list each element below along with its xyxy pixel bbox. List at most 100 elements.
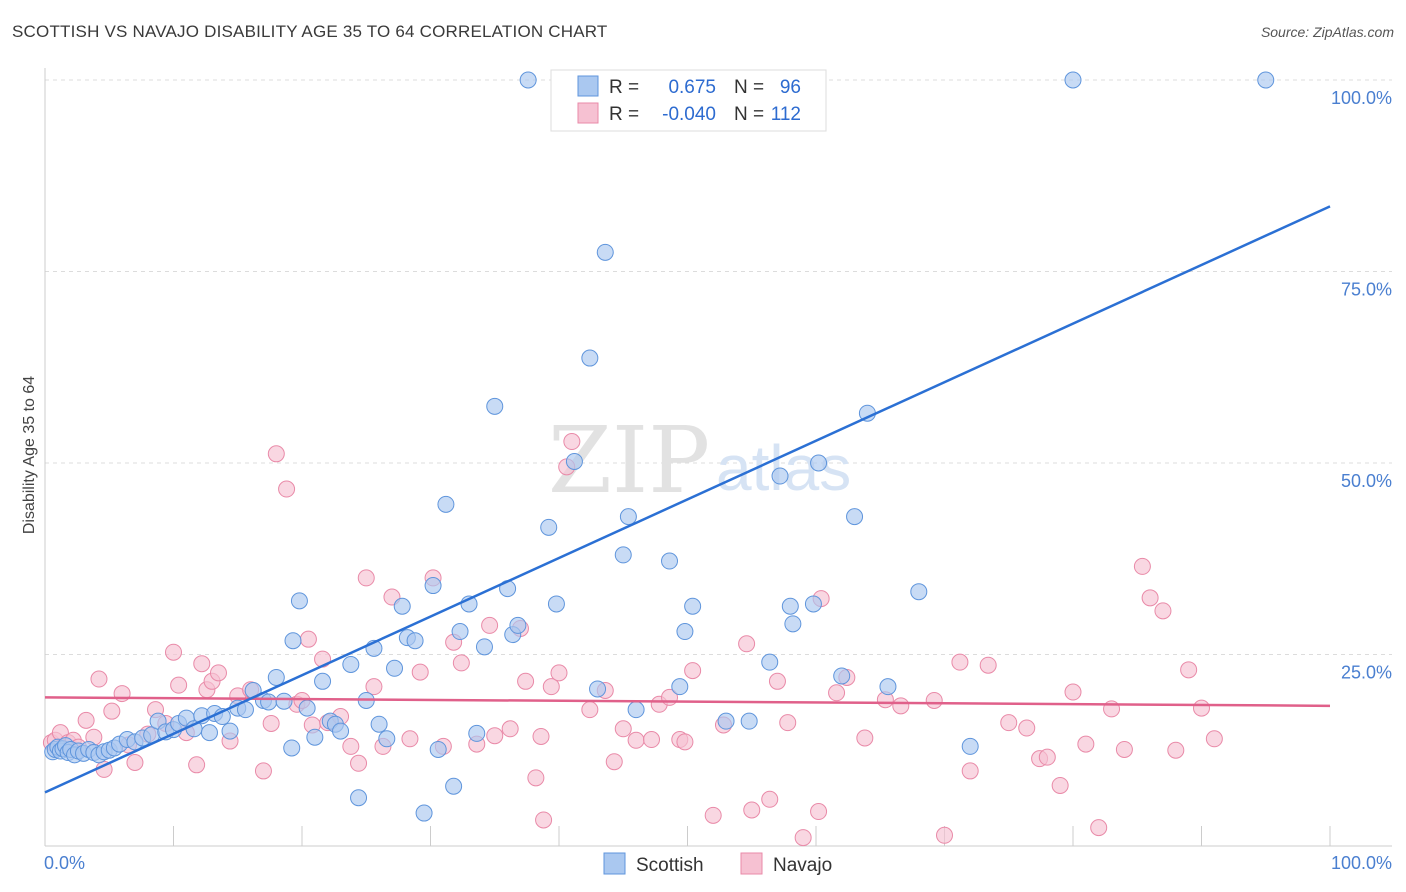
bottom-legend: Scottish Navajo bbox=[603, 852, 832, 876]
scottish-point-90 bbox=[784, 615, 802, 633]
y-tick-label-2: 75.0% bbox=[1341, 280, 1392, 300]
navajo-point-54 bbox=[501, 720, 519, 738]
scottish-point-39 bbox=[275, 692, 293, 710]
navajo-point-21 bbox=[193, 655, 211, 673]
scottish-point-41 bbox=[290, 592, 308, 610]
scottish-point-96 bbox=[879, 678, 897, 696]
scottish-point-85 bbox=[717, 712, 735, 730]
x-tick-label-0: 0.0% bbox=[44, 853, 85, 873]
navajo-point-110 bbox=[1193, 699, 1210, 717]
scottish-point-49 bbox=[342, 655, 360, 673]
scottish-point-89 bbox=[781, 597, 799, 615]
navajo-point-50 bbox=[452, 654, 470, 672]
scottish-point-67 bbox=[475, 638, 493, 656]
x-tick-labels: 0.0% 100.0% bbox=[44, 853, 1392, 873]
navajo-point-17 bbox=[165, 643, 182, 661]
scottish-point-79 bbox=[619, 508, 637, 526]
scottish-point-102 bbox=[1257, 71, 1275, 89]
navajo-trend-line bbox=[44, 696, 1331, 708]
navajo-point-10 bbox=[103, 702, 121, 720]
navajo-points bbox=[42, 433, 1223, 847]
navajo-point-69 bbox=[643, 731, 661, 749]
navajo-point-107 bbox=[1154, 602, 1172, 620]
navajo-point-66 bbox=[605, 753, 623, 771]
source-credit: Source: ZipAtlas.com bbox=[1260, 24, 1394, 40]
navajo-point-53 bbox=[486, 727, 504, 745]
navajo-point-24 bbox=[209, 664, 227, 682]
scottish-point-63 bbox=[445, 777, 463, 795]
legend-n-label-navajo: N = bbox=[734, 104, 764, 125]
scottish-point-83 bbox=[676, 623, 694, 641]
navajo-point-83 bbox=[810, 803, 828, 821]
navajo-point-106 bbox=[1141, 589, 1159, 607]
navajo-point-46 bbox=[411, 663, 429, 681]
navajo-point-93 bbox=[961, 762, 979, 780]
navajo-point-101 bbox=[1077, 735, 1095, 753]
navajo-point-20 bbox=[188, 756, 206, 774]
navajo-point-59 bbox=[535, 811, 553, 829]
navajo-point-56 bbox=[517, 672, 535, 690]
scottish-point-82 bbox=[671, 678, 689, 696]
navajo-point-61 bbox=[550, 664, 568, 682]
watermark-atlas: atlas bbox=[716, 432, 851, 504]
navajo-point-73 bbox=[676, 733, 694, 751]
scottish-point-74 bbox=[565, 452, 583, 470]
scottish-point-61 bbox=[429, 740, 447, 758]
navajo-point-80 bbox=[768, 672, 786, 690]
navajo-point-31 bbox=[278, 480, 296, 498]
axes bbox=[44, 68, 1392, 847]
navajo-point-111 bbox=[1205, 730, 1223, 748]
navajo-point-104 bbox=[1115, 740, 1133, 758]
scottish-point-99 bbox=[519, 71, 537, 89]
navajo-point-6 bbox=[77, 711, 95, 729]
navajo-point-63 bbox=[563, 433, 581, 451]
legend-n-label-scottish: N = bbox=[734, 77, 764, 98]
scottish-point-42 bbox=[284, 632, 302, 650]
scottish-point-98 bbox=[961, 737, 979, 755]
scottish-point-62 bbox=[437, 495, 455, 513]
scottish-point-45 bbox=[314, 672, 332, 690]
scottish-point-44 bbox=[306, 728, 324, 746]
navajo-point-57 bbox=[527, 769, 545, 787]
legend-r-value-scottish: 0.675 bbox=[668, 77, 716, 98]
chart-title: SCOTTISH VS NAVAJO DISABILITY AGE 35 TO … bbox=[12, 22, 608, 41]
scottish-point-29 bbox=[200, 724, 218, 742]
navajo-point-30 bbox=[267, 445, 285, 463]
navajo-point-75 bbox=[704, 806, 722, 824]
navajo-point-94 bbox=[979, 656, 997, 674]
navajo-point-41 bbox=[357, 569, 375, 587]
navajo-point-45 bbox=[401, 730, 419, 748]
bottom-legend-swatch-navajo bbox=[740, 852, 763, 875]
bottom-legend-scottish: Scottish bbox=[636, 855, 704, 876]
navajo-point-81 bbox=[779, 714, 797, 732]
legend: R = 0.675 N = 96 R = -0.040 N = 112 bbox=[550, 69, 827, 132]
trend-lines bbox=[44, 205, 1331, 794]
navajo-point-89 bbox=[892, 697, 910, 715]
navajo-point-99 bbox=[1051, 776, 1069, 794]
navajo-point-91 bbox=[936, 826, 953, 844]
scottish-point-81 bbox=[661, 552, 679, 570]
navajo-point-18 bbox=[170, 676, 188, 694]
scottish-point-54 bbox=[378, 730, 396, 748]
navajo-point-52 bbox=[481, 616, 499, 634]
navajo-point-58 bbox=[532, 727, 550, 745]
scottish-point-97 bbox=[910, 583, 928, 601]
legend-r-value-navajo: -0.040 bbox=[662, 104, 716, 125]
scottish-point-50 bbox=[350, 789, 368, 807]
navajo-point-39 bbox=[342, 737, 360, 755]
y-tick-label-3: 100.0% bbox=[1331, 88, 1392, 108]
scottish-point-32 bbox=[221, 722, 239, 740]
scottish-point-53 bbox=[370, 715, 388, 733]
scottish-point-88 bbox=[771, 467, 789, 485]
scottish-point-91 bbox=[804, 595, 822, 613]
scottish-point-55 bbox=[386, 659, 404, 677]
scottish-point-48 bbox=[332, 722, 350, 740]
scottish-point-75 bbox=[581, 349, 599, 367]
legend-n-value-navajo: 112 bbox=[771, 104, 801, 125]
navajo-point-95 bbox=[1000, 714, 1018, 732]
scottish-point-59 bbox=[415, 804, 433, 822]
legend-r-label-navajo: R = bbox=[609, 104, 639, 125]
legend-r-label-scottish: R = bbox=[609, 77, 639, 98]
scottish-point-101 bbox=[1064, 71, 1082, 89]
y-tick-labels: 25.0% 50.0% 75.0% 100.0% bbox=[1331, 88, 1392, 683]
